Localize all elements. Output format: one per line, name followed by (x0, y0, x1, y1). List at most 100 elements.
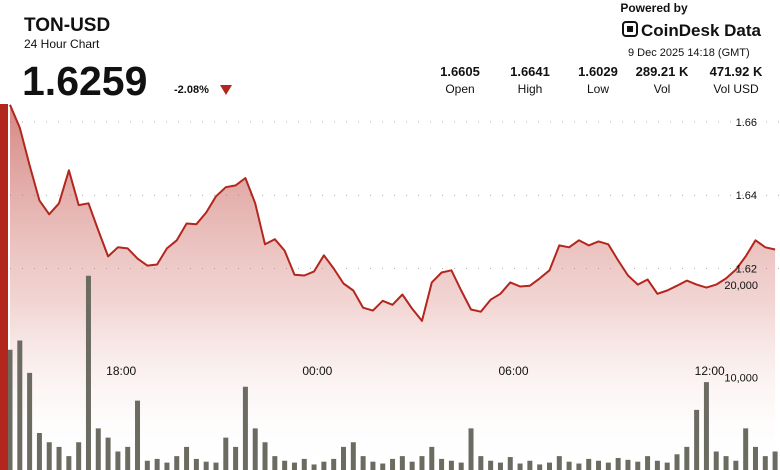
volume-bar (203, 461, 209, 470)
volume-bar (370, 461, 376, 470)
stat-label: Low (587, 82, 609, 96)
volume-bar (527, 460, 533, 470)
volume-bar (576, 463, 582, 470)
volume-bar (164, 462, 170, 470)
volume-bar (497, 462, 503, 470)
volume-bar (331, 458, 337, 470)
volume-bar (409, 461, 415, 470)
volume-bar (360, 456, 366, 470)
volume-bar (713, 451, 719, 470)
volume-bar (458, 462, 464, 470)
powered-by: Powered by (620, 1, 688, 15)
volume-bar (135, 400, 141, 470)
volume-bar (390, 458, 396, 470)
volume-bar (125, 446, 131, 470)
volume-bar (350, 442, 356, 470)
volume-bar (507, 457, 513, 470)
volume-bar (7, 349, 13, 470)
volume-bar (144, 460, 150, 470)
volume-bar (174, 456, 180, 470)
stat-label: Vol (654, 82, 671, 96)
volume-bar (723, 456, 729, 470)
change: -2.08% (174, 84, 209, 96)
volume-bar (262, 442, 268, 470)
area-fill (10, 104, 776, 470)
volume-bar (596, 460, 602, 470)
volume-bar (674, 454, 680, 470)
volume-bar (301, 458, 307, 470)
volume-bar (586, 458, 592, 470)
volume-bar (17, 340, 23, 470)
volume-bar (752, 446, 758, 470)
stat-value: 289.21 K (636, 64, 689, 79)
volume-bar (184, 446, 190, 470)
volume-bar (556, 456, 562, 470)
timestamp: 9 Dec 2025 14:18 (GMT) (628, 47, 750, 59)
volume-bar (242, 386, 248, 470)
volume-bar (46, 442, 52, 470)
volume-bar (419, 456, 425, 470)
volume-bar (66, 456, 72, 470)
volume-bar (95, 428, 101, 470)
y2-tick-label: 10,000 (724, 373, 758, 385)
volume-bar (85, 275, 91, 470)
volume-bar (684, 446, 690, 470)
x-tick-label: 06:00 (499, 364, 529, 378)
volume-bar (654, 460, 660, 470)
volume-bar (36, 433, 42, 470)
volume-bar (399, 456, 405, 470)
stat-value: 1.6641 (510, 64, 550, 79)
volume-bar (605, 462, 611, 470)
volume-bar (341, 446, 347, 470)
chart-title: TON-USD (24, 15, 110, 36)
volume-bar (105, 437, 111, 470)
volume-bar (694, 409, 700, 470)
volume-bar (213, 462, 219, 470)
volume-bar (252, 428, 258, 470)
x-tick-label: 18:00 (106, 364, 136, 378)
down-arrow (220, 85, 232, 95)
volume-bar (517, 463, 523, 470)
stat-label: High (518, 82, 543, 96)
volume-bar (223, 437, 229, 470)
stat-value: 1.6029 (578, 64, 618, 79)
volume-bar (115, 451, 121, 470)
left-edge (0, 104, 8, 470)
volume-bar (615, 457, 621, 470)
volume-bar (566, 461, 572, 470)
y2-tick-label: 20,000 (724, 280, 758, 292)
price: 1.6259 (22, 58, 147, 104)
volume-bar (291, 462, 297, 470)
x-tick-label: 12:00 (695, 364, 725, 378)
volume-bar (272, 456, 278, 470)
volume-bar (380, 463, 386, 470)
plot-area: 1.66 1.64 1.62 20,000 10,000 18:00 00:00 06:00 1… (7, 104, 780, 470)
volume-bar (664, 462, 670, 470)
volume-bar (733, 460, 739, 470)
volume-bar (625, 459, 631, 470)
y-tick-label: 1.66 (736, 117, 757, 129)
y-tick-label: 1.62 (736, 264, 757, 276)
chart-subtitle: 24 Hour Chart (24, 37, 100, 51)
brand-logo (622, 21, 638, 37)
price-line (9, 104, 776, 322)
stat-value: 471.92 K (710, 64, 763, 79)
volume-bar (635, 461, 641, 470)
stats: 1.6605 Open 1.6641 High 1.6029 Low 289.21 K Vol… (440, 64, 763, 96)
volume-bar (154, 458, 160, 470)
volume-bar (233, 446, 239, 470)
stat-label: Open (445, 82, 474, 96)
volume-bar (321, 461, 327, 470)
volume-bar (772, 451, 778, 470)
volume-bar (439, 458, 445, 470)
volume-bar (703, 382, 709, 470)
volume-bar (76, 442, 82, 470)
x-tick-label: 00:00 (302, 364, 332, 378)
volume-bar (488, 460, 494, 470)
volume-bar (282, 460, 288, 470)
brand: CoinDesk Data (641, 21, 762, 40)
stat-value: 1.6605 (440, 64, 480, 79)
brand-logo-inner (627, 26, 633, 32)
